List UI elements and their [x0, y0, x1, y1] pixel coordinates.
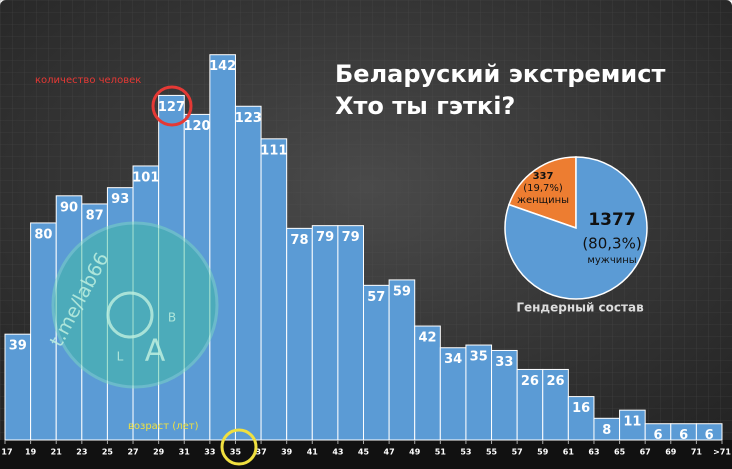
pie-category: мужчины [587, 255, 636, 266]
bar [465, 344, 493, 441]
x-tick-label: 33 [204, 448, 215, 457]
annotation-circle [151, 85, 193, 127]
x-tick-label: 55 [486, 448, 498, 457]
bar-label: 26 [521, 374, 539, 389]
pie-percent: (19,7%) [523, 183, 563, 194]
pie-slice [504, 156, 648, 300]
watermark-letter: B [168, 311, 176, 325]
bar-label: 33 [495, 355, 513, 370]
x-tick-label: 71 [691, 448, 703, 457]
bar-label: 42 [418, 331, 436, 346]
x-tick-label: 21 [51, 448, 63, 457]
watermark-letter: L [117, 350, 124, 364]
bar-label: 35 [470, 350, 488, 365]
bar [209, 54, 236, 441]
annotation: количество человек [35, 75, 141, 86]
bar-label: 80 [34, 227, 52, 242]
bar [106, 187, 134, 441]
axis-strip [0, 440, 732, 469]
bar-label: 59 [393, 284, 411, 299]
annotation: возраст (лет) [128, 421, 199, 432]
bar-label: 34 [444, 352, 462, 367]
bar [695, 423, 723, 441]
pie-title: Гендерный состав [516, 301, 644, 315]
x-tick-label: 59 [537, 448, 549, 457]
bar [286, 227, 313, 441]
bar [567, 396, 595, 441]
bar [363, 284, 390, 441]
pie-value: 337 [533, 171, 554, 182]
x-tick-label: 57 [512, 448, 523, 457]
bar-label: 8 [602, 423, 611, 438]
bar [81, 203, 108, 441]
pie-category: женщины [517, 195, 569, 206]
bar [158, 94, 185, 441]
x-tick-label: 49 [409, 448, 421, 457]
bar-label: 142 [209, 59, 236, 74]
bar [183, 113, 211, 441]
x-tick-label: 61 [563, 448, 575, 457]
bar [234, 105, 262, 441]
x-tick-label: 53 [460, 448, 471, 457]
bar-label: 11 [623, 415, 641, 430]
watermark-circle [51, 221, 219, 389]
watermark-flask [106, 291, 154, 339]
bar-label: 90 [60, 200, 78, 215]
x-tick-label: 43 [332, 448, 343, 457]
bar-label: 123 [235, 111, 262, 126]
x-tick-label: >71 [713, 448, 731, 457]
annotation-circle [220, 428, 258, 466]
x-tick-label: 45 [358, 448, 370, 457]
chart-title: Беларуский экстремист [335, 60, 665, 88]
x-tick-label: 69 [665, 448, 677, 457]
x-tick-label: 29 [153, 448, 165, 457]
bar [30, 222, 57, 441]
bar-label: 57 [367, 290, 385, 305]
bar [260, 138, 288, 441]
x-tick-label: 31 [179, 448, 191, 457]
chart-title: Хто ты гэткі? [335, 92, 515, 120]
x-tick-label: 17 [1, 448, 12, 457]
bar-label: 39 [9, 339, 27, 354]
bar-label: 26 [547, 374, 565, 389]
bar-label: 101 [132, 170, 159, 185]
bar-label: 16 [572, 401, 590, 416]
x-tick-label: 27 [127, 448, 138, 457]
x-tick-label: 25 [102, 448, 114, 457]
bar-label: 6 [679, 428, 688, 443]
x-tick-label: 41 [307, 448, 319, 457]
watermark-letter: A [145, 334, 166, 369]
bar [55, 195, 83, 441]
pie-value: 1377 [588, 210, 635, 230]
x-tick-label: 47 [384, 448, 395, 457]
bar [491, 349, 518, 441]
bar-label: 6 [705, 428, 714, 443]
bar-label: 79 [316, 230, 334, 245]
bar-label: 78 [290, 233, 308, 248]
bar [311, 225, 339, 441]
x-tick-label: 65 [614, 448, 626, 457]
bar-label: 120 [183, 119, 210, 134]
bar-label: 87 [86, 208, 104, 223]
x-tick-label: 67 [640, 448, 651, 457]
x-tick-label: 51 [435, 448, 447, 457]
bar [132, 165, 160, 441]
bar-label: 79 [342, 230, 360, 245]
x-tick-label: 39 [281, 448, 293, 457]
bar [337, 225, 364, 441]
x-tick-label: 23 [76, 448, 87, 457]
x-tick-label: 19 [25, 448, 37, 457]
bar-label: 93 [111, 192, 129, 207]
bar [388, 279, 416, 441]
bar-label: 127 [158, 100, 185, 115]
bar [542, 368, 569, 441]
bar-label: 6 [653, 428, 662, 443]
x-tick-label: 63 [588, 448, 599, 457]
x-tick-label: 35 [230, 448, 242, 457]
pie-percent: (80,3%) [582, 235, 641, 253]
x-tick-label: 37 [256, 448, 267, 457]
bar [439, 347, 467, 441]
bar-label: 111 [260, 143, 287, 158]
